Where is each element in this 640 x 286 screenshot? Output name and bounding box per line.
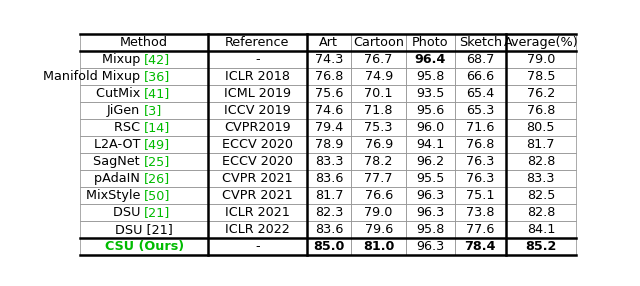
Text: CutMix: CutMix (96, 87, 144, 100)
Text: L2A-OT: L2A-OT (93, 138, 144, 151)
Text: RSC: RSC (114, 121, 144, 134)
Text: [42]: [42] (144, 53, 170, 66)
Text: [21]: [21] (144, 206, 170, 219)
Text: [50]: [50] (144, 189, 170, 202)
Text: [25]: [25] (144, 155, 170, 168)
Text: SagNet: SagNet (93, 155, 144, 168)
Text: [26]: [26] (144, 172, 170, 185)
Text: [3]: [3] (144, 104, 163, 117)
Text: MixStyle: MixStyle (86, 189, 144, 202)
Text: [41]: [41] (144, 87, 170, 100)
Text: [49]: [49] (144, 138, 170, 151)
Text: [36]: [36] (144, 70, 170, 83)
Text: pAdaIN: pAdaIN (94, 172, 144, 185)
Text: JiGen: JiGen (107, 104, 144, 117)
Text: Mixup: Mixup (102, 53, 144, 66)
Text: Manifold Mixup: Manifold Mixup (43, 70, 144, 83)
Text: [14]: [14] (144, 121, 170, 134)
Text: DSU: DSU (113, 206, 144, 219)
